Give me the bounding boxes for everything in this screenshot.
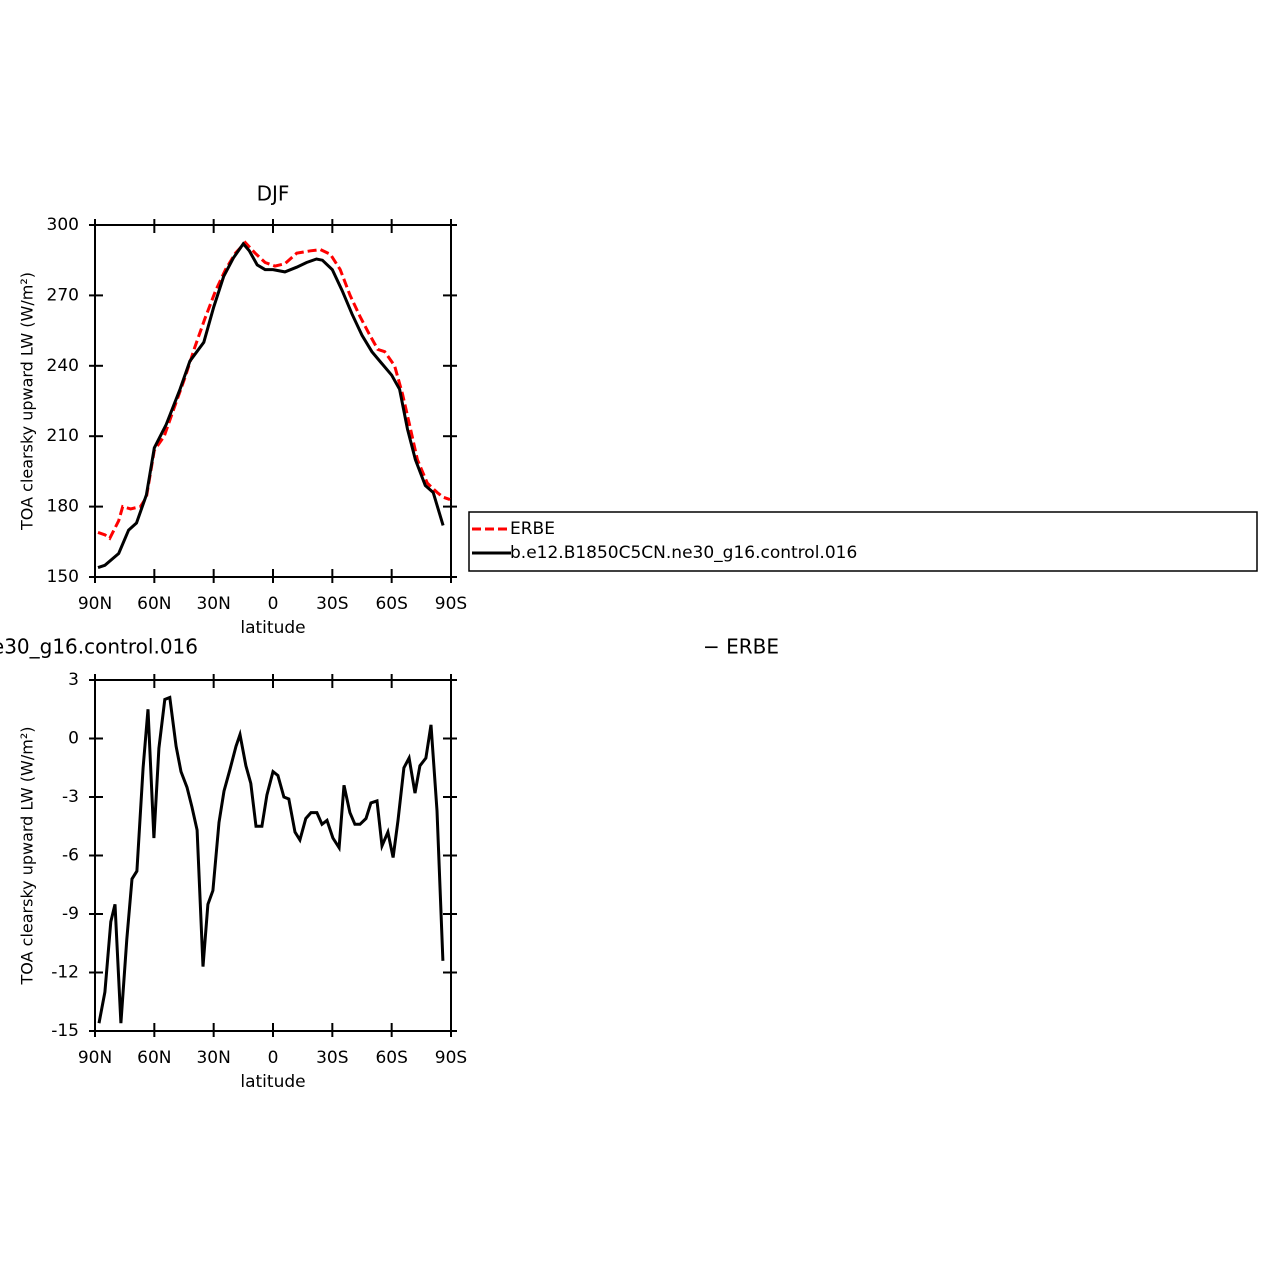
y-tick-label: -3 [62, 787, 79, 807]
legend-box [468, 511, 1258, 572]
legend-label: ERBE [510, 519, 555, 539]
y-tick-label: 300 [47, 215, 79, 235]
x-tick-label: 30S [316, 1048, 348, 1068]
x-tick-label: 90N [78, 1048, 112, 1068]
data-line [97, 241, 445, 570]
y-tick-label: 0 [68, 729, 79, 749]
y-tick-label: 270 [47, 285, 79, 305]
plot-frame [94, 679, 452, 1032]
x-axis-label: latitude [240, 618, 305, 638]
legend-label: b.e12.B1850C5CN.ne30_g16.control.016 [510, 543, 857, 563]
y-tick-label: 3 [68, 670, 79, 690]
y-tick-label: 240 [47, 356, 79, 376]
x-tick-label: 30N [196, 594, 230, 614]
plot-frame [94, 224, 452, 578]
y-tick-label: -15 [51, 1021, 79, 1041]
data-line [97, 240, 451, 541]
data-line [97, 695, 445, 1024]
x-tick-label: 30N [196, 1048, 230, 1068]
x-tick-label: 0 [268, 1048, 279, 1068]
y-axis-label: TOA clearsky upward LW (W/m²) [18, 272, 37, 531]
x-tick-label: 60N [137, 1048, 171, 1068]
y-tick-label: 210 [47, 426, 79, 446]
x-tick-label: 60S [375, 594, 407, 614]
chart-title: DJF [257, 182, 290, 206]
y-tick-label: -6 [62, 846, 79, 866]
y-tick-label: -12 [51, 963, 79, 983]
x-tick-label: 0 [268, 594, 279, 614]
chart-subtitle: − ERBE [703, 635, 779, 659]
y-axis-label: TOA clearsky upward LW (W/m²) [18, 727, 37, 986]
y-tick-label: -9 [62, 904, 79, 924]
y-tick-label: 180 [47, 497, 79, 517]
x-tick-label: 90N [78, 594, 112, 614]
x-tick-label: 90S [435, 1048, 467, 1068]
x-tick-label: 60S [375, 1048, 407, 1068]
chart-title: b.e12.B1850C5CN.ne30_g16.control.016 [0, 635, 198, 659]
x-tick-label: 90S [435, 594, 467, 614]
x-tick-label: 60N [137, 594, 171, 614]
y-tick-label: 150 [47, 567, 79, 587]
x-tick-label: 30S [316, 594, 348, 614]
x-axis-label: latitude [240, 1072, 305, 1092]
